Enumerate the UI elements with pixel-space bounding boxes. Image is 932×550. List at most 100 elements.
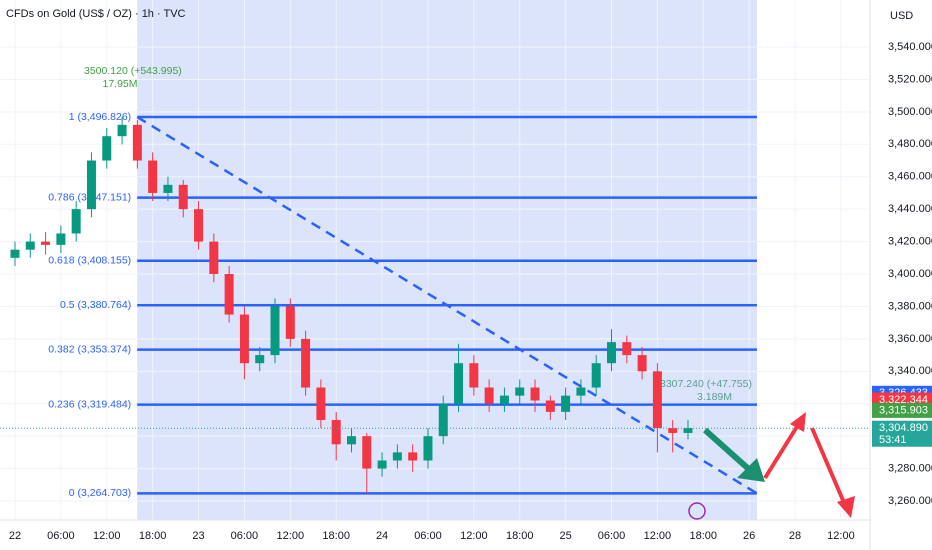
price-tag-label: 3,322.344 xyxy=(879,394,928,406)
candle-body xyxy=(178,184,188,210)
x-tick-label: 06:00 xyxy=(231,530,259,542)
candle-body xyxy=(683,428,693,433)
annotation: 3307.240 (+47.755) xyxy=(660,378,752,390)
candle-body xyxy=(102,136,112,161)
candle-body xyxy=(454,363,464,404)
arrowhead xyxy=(737,458,765,482)
candle-body xyxy=(499,395,509,404)
candle-body xyxy=(224,274,234,315)
x-tick-label: 18:00 xyxy=(506,530,534,542)
candle-body xyxy=(41,241,51,245)
x-tick-label: 12:00 xyxy=(460,530,488,542)
candle-body xyxy=(377,460,387,469)
trend-line xyxy=(136,115,758,495)
forecast-arrow xyxy=(810,427,847,506)
candle-body xyxy=(469,363,479,388)
chart-title: CFDs on Gold (US$ / OZ) · 1h · TVC xyxy=(6,8,186,20)
candle-body xyxy=(392,452,402,461)
x-tick-label: 25 xyxy=(559,530,571,542)
candle-body xyxy=(239,314,249,364)
x-tick-label: 06:00 xyxy=(47,530,75,542)
y-tick-label: 3,340.000 xyxy=(888,365,932,377)
x-tick-label: 12:00 xyxy=(827,530,855,542)
arrowhead xyxy=(837,496,855,518)
y-tick-label: 3,460.000 xyxy=(888,171,932,183)
candle-body xyxy=(438,403,448,437)
price-tag-label: 3,315.903 xyxy=(879,404,928,416)
event-icon[interactable] xyxy=(688,502,706,520)
candle-body xyxy=(637,355,647,372)
y-tick-label: 3,360.000 xyxy=(888,333,932,345)
candle-body xyxy=(255,355,265,364)
arrowhead xyxy=(790,412,806,432)
candle-body xyxy=(607,342,617,364)
candle-body xyxy=(576,387,586,396)
x-tick-label: 24 xyxy=(376,530,388,542)
x-tick-label: 18:00 xyxy=(139,530,167,542)
currency: USD xyxy=(890,10,913,22)
y-tick-label: 3,480.000 xyxy=(888,138,932,150)
candle-body xyxy=(117,124,127,137)
x-tick-label: 22 xyxy=(9,530,21,542)
candle-body xyxy=(408,452,418,461)
x-tick-label: 28 xyxy=(789,530,801,542)
fib-label: 0.5 (3,380.764) xyxy=(60,299,131,311)
x-tick-label: 12:00 xyxy=(277,530,305,542)
price-tag xyxy=(872,420,932,447)
plot: 1 (3,496.826)0.786 (3,447.151)0.618 (3,4… xyxy=(0,111,870,499)
candle-body xyxy=(515,387,525,396)
y-tick-label: 3,520.000 xyxy=(888,73,932,85)
candle-body xyxy=(331,419,341,445)
candle-body xyxy=(163,184,173,193)
x-tick-label: 18:00 xyxy=(322,530,350,542)
y-tick-label: 3,540.000 xyxy=(888,41,932,53)
candle-body xyxy=(86,160,96,210)
candle-body xyxy=(591,363,601,388)
forecast-arrow xyxy=(703,427,754,475)
y-tick-label: 3,260.000 xyxy=(888,495,932,507)
x-tick-label: 26 xyxy=(743,530,755,542)
y-tick-label: 3,400.000 xyxy=(888,268,932,280)
y-tick-label: 3,380.000 xyxy=(888,300,932,312)
annotation: 17.95M xyxy=(102,78,137,90)
x-tick-label: 06:00 xyxy=(598,530,626,542)
x-tick-label: 12:00 xyxy=(644,530,672,542)
candle-body xyxy=(209,241,219,275)
x-tick-label: 18:00 xyxy=(690,530,718,542)
annotation: 3500.120 (+543.995) xyxy=(84,65,182,77)
candle-body xyxy=(71,209,81,234)
forecast-arrow xyxy=(763,423,800,480)
annotation: 3.189M xyxy=(697,391,732,403)
candle-body xyxy=(346,436,356,445)
candle-body xyxy=(148,160,158,193)
candle-body xyxy=(545,400,555,412)
candle-body xyxy=(194,209,204,242)
candle-body xyxy=(423,436,433,461)
candle-body xyxy=(484,387,494,404)
candle-body xyxy=(316,387,326,420)
candle-body xyxy=(285,306,295,339)
fib-label: 1 (3,496.826) xyxy=(69,111,131,123)
fib-label: 0.236 (3,319.484) xyxy=(48,398,131,410)
candle-body xyxy=(668,428,678,433)
candle-body xyxy=(652,371,662,429)
candle-body xyxy=(561,395,571,412)
y-tick-label: 3,440.000 xyxy=(888,203,932,215)
candle-body xyxy=(25,241,35,250)
fib-label: 0.618 (3,408.155) xyxy=(48,255,131,267)
y-tick-label: 3,420.000 xyxy=(888,236,932,248)
price-tag-label: 3,304.890 xyxy=(879,422,928,434)
price-tag xyxy=(872,402,932,418)
countdown: 53:41 xyxy=(879,434,907,446)
candle-body xyxy=(362,436,372,469)
y-tick-label: 3,500.000 xyxy=(888,106,932,118)
fib-label: 0 (3,264.703) xyxy=(69,487,131,499)
x-tick-label: 12:00 xyxy=(93,530,121,542)
y-tick-label: 3,280.000 xyxy=(888,463,932,475)
x-tick-label: 23 xyxy=(192,530,204,542)
candle-body xyxy=(530,387,540,401)
x-tick-label: 06:00 xyxy=(414,530,442,542)
fib-label: 0.382 (3,353.374) xyxy=(48,343,131,355)
candle-body xyxy=(301,338,311,388)
